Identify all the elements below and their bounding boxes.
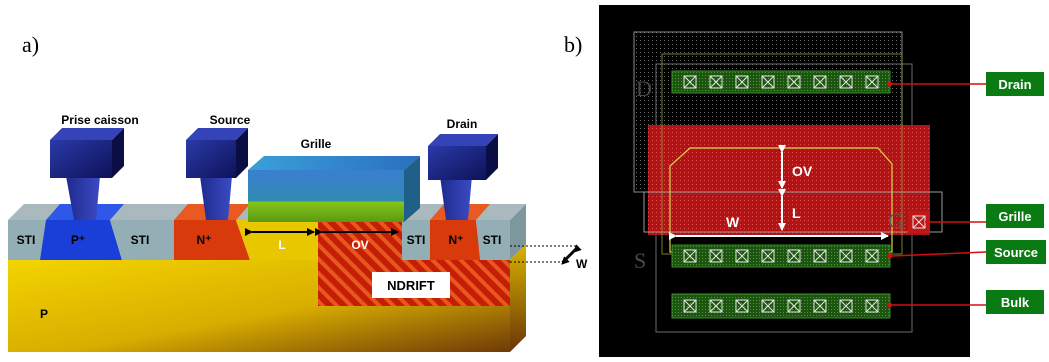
source-contact bbox=[787, 249, 801, 263]
grille-callout: Grille bbox=[986, 204, 1044, 228]
poly-gate-layer bbox=[648, 125, 930, 235]
source-contact bbox=[735, 249, 749, 263]
overlap-label-b: OV bbox=[792, 163, 813, 179]
drain-label: Drain bbox=[447, 117, 478, 131]
sti-label-1: STI bbox=[17, 233, 36, 247]
gate-stack: Grille bbox=[248, 137, 420, 222]
bulk-callout-text: Bulk bbox=[1001, 295, 1030, 310]
width-arrow bbox=[561, 244, 582, 265]
ndrift-box bbox=[372, 272, 450, 298]
sti-label-3: STI bbox=[407, 233, 426, 247]
drain-contact bbox=[813, 75, 827, 89]
source-contact bbox=[813, 249, 827, 263]
pin-d-label: D bbox=[636, 76, 652, 101]
overlap-label: OV bbox=[351, 238, 368, 252]
drain-callout-text: Drain bbox=[998, 77, 1031, 92]
source-callout-text: Source bbox=[994, 245, 1038, 260]
source-contact bbox=[709, 249, 723, 263]
drain-contact bbox=[865, 75, 879, 89]
grille-callout-text: Grille bbox=[998, 209, 1031, 224]
bulk-contact bbox=[683, 299, 697, 313]
drain-callout: Drain bbox=[986, 72, 1044, 96]
bulk-contact bbox=[761, 299, 775, 313]
source-contact bbox=[865, 249, 879, 263]
drain-contact-row bbox=[683, 75, 879, 89]
sti-region-2: STI bbox=[110, 220, 174, 260]
drain-contact bbox=[761, 75, 775, 89]
sti-region-3: STI bbox=[402, 220, 430, 260]
overlap-region: OV bbox=[315, 220, 402, 260]
source-contact bbox=[761, 249, 775, 263]
pin-s-label: S bbox=[634, 248, 646, 273]
channel-region: L bbox=[236, 220, 318, 260]
source-contact bbox=[683, 249, 697, 263]
bulk-contact bbox=[735, 299, 749, 313]
bulk-contact bbox=[787, 299, 801, 313]
source-label: Source bbox=[210, 113, 251, 127]
n-plus-label-1: N⁺ bbox=[197, 233, 212, 247]
contact-drain: Drain bbox=[428, 117, 498, 220]
bulk-contact bbox=[709, 299, 723, 313]
grille-label: Grille bbox=[301, 137, 332, 151]
panel-b: b) bbox=[564, 5, 1046, 357]
source-callout-line bbox=[887, 251, 987, 259]
bulk-callout: Bulk bbox=[986, 290, 1044, 314]
drain-contact bbox=[735, 75, 749, 89]
bulk-contact bbox=[839, 299, 853, 313]
width-label: W bbox=[576, 257, 588, 271]
source-contact bbox=[839, 249, 853, 263]
drain-contact bbox=[839, 75, 853, 89]
panel-a: a) NDRIFT STI P⁺ STI bbox=[8, 32, 588, 352]
p-plus-label: P⁺ bbox=[71, 233, 85, 247]
bulk-contact bbox=[865, 299, 879, 313]
source-active bbox=[671, 244, 891, 268]
drain-contact bbox=[787, 75, 801, 89]
substrate-label: P bbox=[40, 307, 48, 321]
sti-label-4: STI bbox=[483, 233, 502, 247]
ndrift-outline bbox=[669, 147, 893, 253]
prise-caisson-label: Prise caisson bbox=[61, 113, 138, 127]
bulk-active bbox=[671, 293, 891, 319]
drain-contact bbox=[683, 75, 697, 89]
drain-active bbox=[671, 70, 891, 94]
width-label-b: W bbox=[726, 214, 740, 230]
ndrift-label: NDRIFT bbox=[387, 278, 435, 293]
bulk-contact bbox=[813, 299, 827, 313]
panel-a-tag: a) bbox=[22, 32, 39, 57]
channel-length-label: L bbox=[278, 238, 285, 252]
gate-contact bbox=[908, 211, 930, 233]
source-contact-row bbox=[683, 249, 879, 263]
sti-label-2: STI bbox=[131, 233, 150, 247]
contact-source: Source bbox=[186, 113, 251, 220]
pin-g-label: G bbox=[888, 208, 904, 233]
panel-b-tag: b) bbox=[564, 32, 582, 57]
length-label-b: L bbox=[792, 205, 801, 221]
drain-contact bbox=[709, 75, 723, 89]
contact-body: Prise caisson bbox=[50, 113, 139, 220]
n-plus-label-2: N⁺ bbox=[449, 233, 464, 247]
width-indicator: W bbox=[510, 244, 588, 271]
sti-region-1: STI bbox=[8, 220, 46, 260]
source-callout: Source bbox=[986, 240, 1046, 264]
bulk-contact-row bbox=[683, 299, 879, 313]
